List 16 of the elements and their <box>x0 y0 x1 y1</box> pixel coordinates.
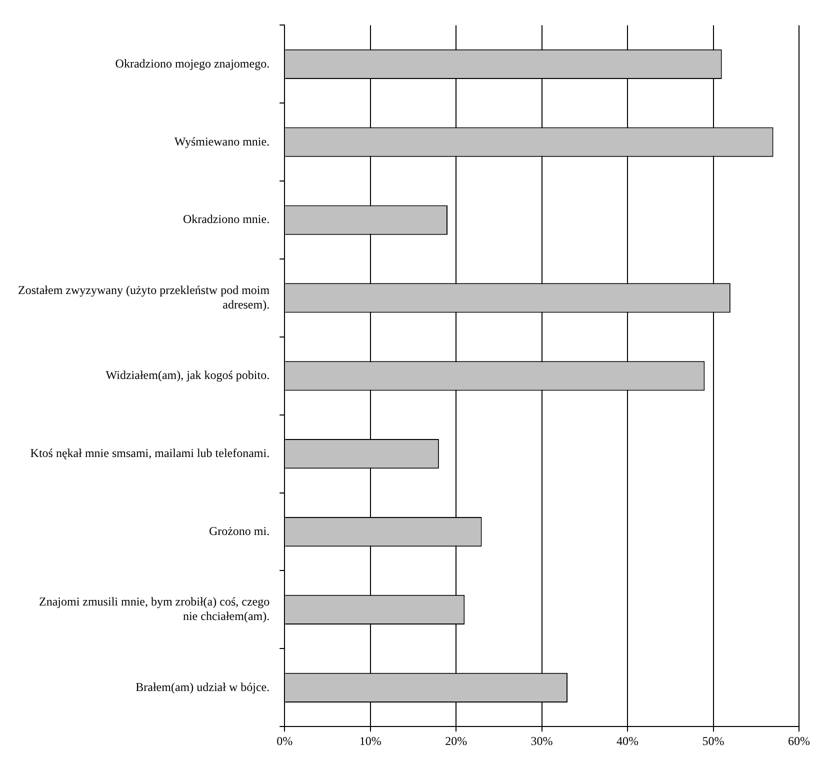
y-tick-label: Brałem(am) udział w bójce. <box>136 680 270 694</box>
x-tick-label: 40% <box>616 734 639 748</box>
x-tick-label: 20% <box>445 734 468 748</box>
y-tick-label: Okradziono mojego znajomego. <box>115 56 270 70</box>
y-tick-label: Znajomi zmusili mnie, bym zrobił(a) coś, czego nie chciałem(am). <box>38 594 270 624</box>
x-tick-label: 0% <box>276 734 293 748</box>
x-tick-label: 30% <box>530 734 553 748</box>
y-tick-label: Widziałem(am), jak kogoś pobito. <box>106 368 270 382</box>
x-tick-label: 60% <box>788 734 810 748</box>
y-tick-label: Zostałem zwyzywany (użyto przekleństw pod moim adresem). <box>18 282 270 312</box>
y-tick-label: Wyśmiewano mnie. <box>174 134 270 148</box>
y-tick-label: Okradziono mnie. <box>182 212 270 226</box>
x-tick-label: 10% <box>359 734 382 748</box>
y-tick-label: Ktoś nękał mnie smsami, mailami lub telefonami. <box>30 446 270 460</box>
x-tick-label: 50% <box>702 734 724 748</box>
y-tick-label: Grożono mi. <box>208 524 270 538</box>
